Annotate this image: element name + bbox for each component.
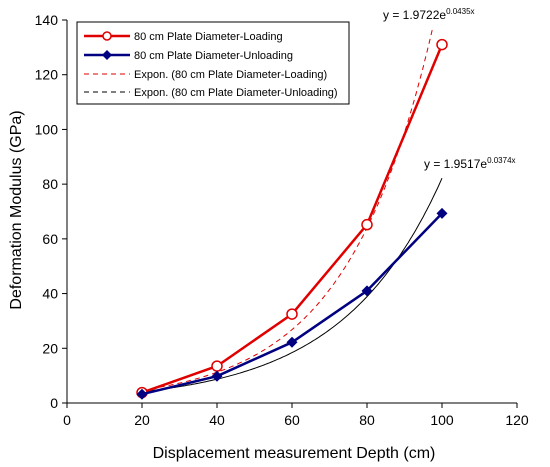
x-tick-label: 40 — [209, 412, 225, 428]
legend: 80 cm Plate Diameter-Loading 80 cm Plate… — [76, 21, 350, 105]
x-tick-label: 0 — [63, 412, 71, 428]
trend-equation-loading-exponent: 0.0435x — [446, 7, 474, 16]
x-tick-label: 120 — [505, 412, 529, 428]
data-point-loading — [211, 360, 223, 372]
legend-label-loading: 80 cm Plate Diameter-Loading — [134, 31, 283, 43]
trend-equation-unloading-exponent: 0.0374x — [487, 156, 515, 165]
data-point-unloading — [136, 388, 148, 400]
data-point-unloading — [211, 370, 223, 382]
legend-marker-loading — [102, 31, 112, 41]
y-tick-label: 20 — [42, 340, 58, 356]
x-tick-label: 20 — [134, 412, 150, 428]
y-tick-label: 140 — [35, 12, 59, 28]
legend-label-trend-unloading: Expon. (80 cm Plate Diameter-Unloading) — [134, 87, 338, 99]
y-tick-label: 80 — [42, 176, 58, 192]
data-point-unloading — [286, 336, 298, 348]
data-point-loading — [361, 218, 373, 231]
x-tick-label: 100 — [430, 412, 454, 428]
data-point-unloading — [361, 285, 373, 297]
trend-equation-unloading: y = 1.9517e0.0374x — [424, 156, 516, 171]
data-point-loading — [286, 308, 298, 320]
legend-label-trend-loading: Expon. (80 cm Plate Diameter-Loading) — [134, 69, 327, 81]
data-point-loading — [436, 38, 448, 51]
y-tick-label: 40 — [42, 286, 58, 302]
trend-equation-loading: y = 1.9722e0.0435x — [383, 7, 475, 22]
trend-equation-unloading-base: y = 1.9517e — [424, 157, 487, 171]
y-tick-label: 60 — [42, 231, 58, 247]
trendline-loading — [141, 27, 434, 391]
y-tick-label: 120 — [35, 67, 59, 83]
series — [136, 38, 448, 400]
x-tick-label: 80 — [359, 412, 375, 428]
legend-marker-unloading — [102, 50, 112, 60]
trend-equation-loading-base: y = 1.9722e — [383, 8, 446, 22]
y-axis-title: Deformation Modulus (GPa) — [8, 110, 25, 309]
x-axis-title: Displacement measurement Depth (cm) — [153, 445, 436, 462]
x-tick-label: 60 — [284, 412, 300, 428]
axes: 0 20 40 60 80 100 120 0 20 40 60 80 100 120 140 — [35, 12, 529, 428]
y-tick-label: 100 — [35, 121, 59, 137]
data-point-unloading — [436, 207, 448, 219]
legend-label-unloading: 80 cm Plate Diameter-Unloading — [134, 50, 293, 62]
y-tick-label: 0 — [50, 395, 58, 411]
